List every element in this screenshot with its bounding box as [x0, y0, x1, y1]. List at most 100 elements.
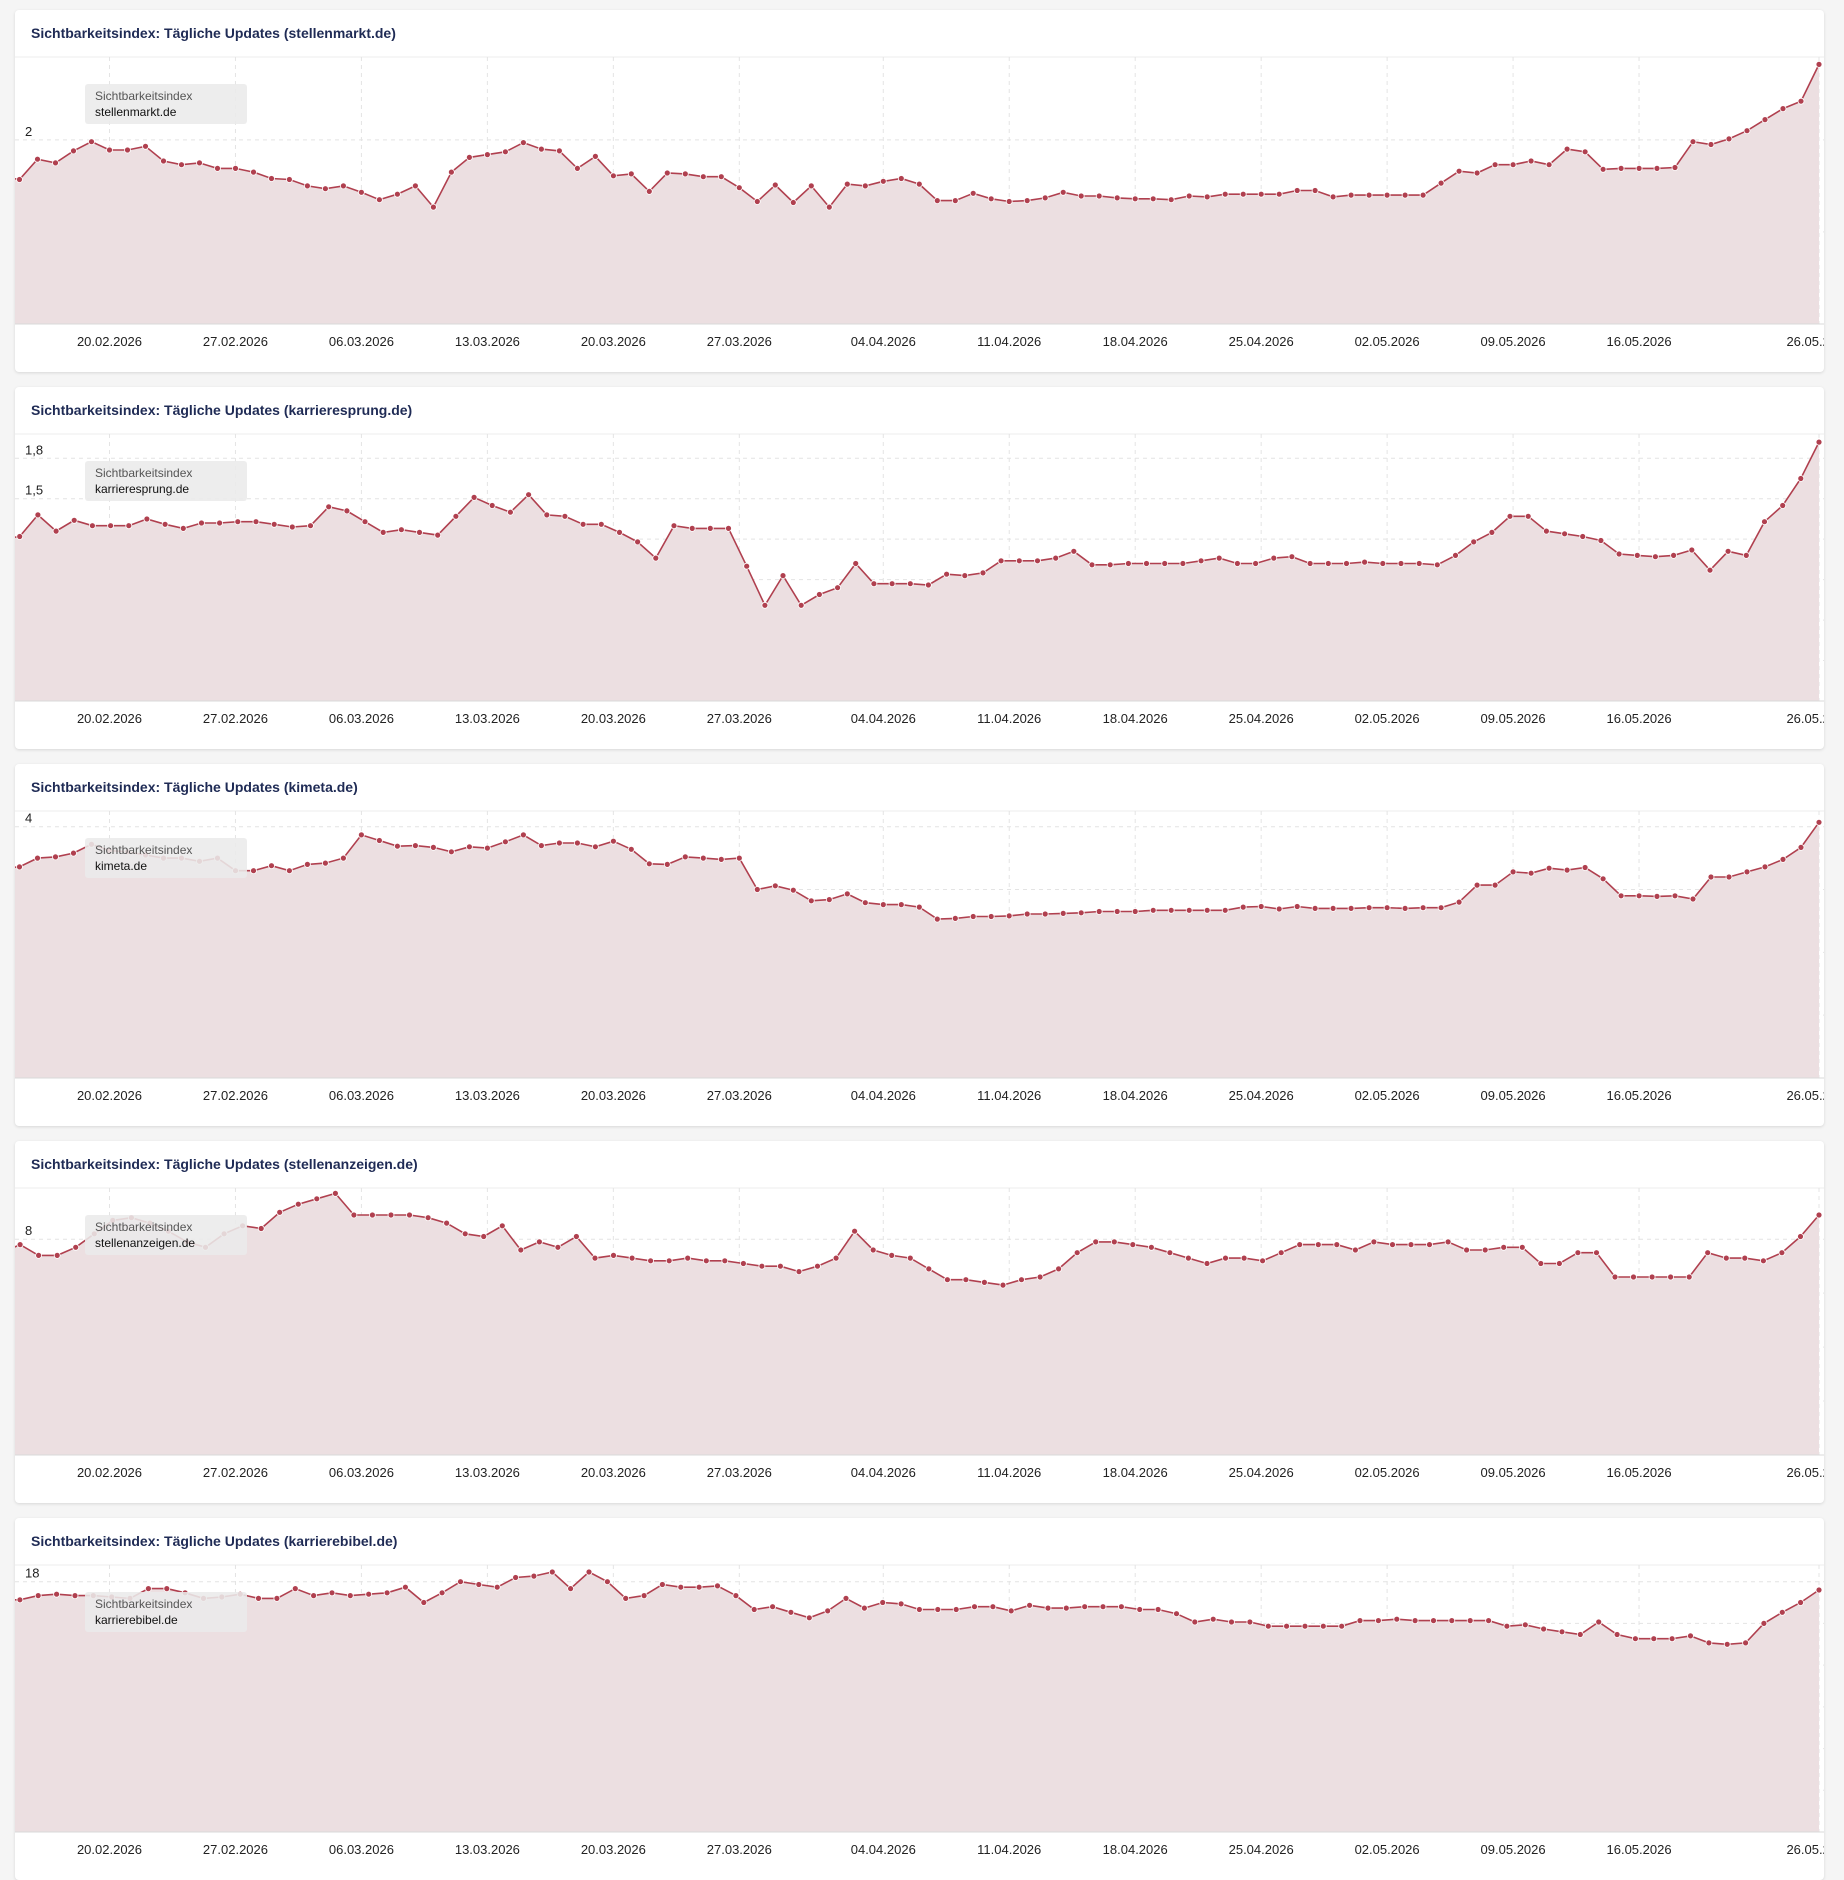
data-point: [597, 520, 605, 528]
chart-title: Sichtbarkeitsindex: Tägliche Updates (st…: [31, 25, 396, 41]
data-point: [1149, 906, 1157, 914]
data-point: [424, 1214, 432, 1222]
data-point: [1615, 550, 1623, 558]
data-point: [1059, 188, 1067, 196]
data-point: [797, 601, 805, 609]
data-point: [1329, 904, 1337, 912]
data-point: [1419, 904, 1427, 912]
data-point: [1259, 1257, 1266, 1265]
chart-card: Sichtbarkeitsindex: Tägliche Updates (st…: [15, 10, 1824, 372]
x-tick-label: 27.03.2026: [707, 1842, 772, 1857]
data-point: [1581, 148, 1589, 156]
data-point: [1617, 892, 1625, 900]
data-point: [1685, 1273, 1693, 1281]
data-point: [178, 161, 185, 169]
x-tick-label: 27.03.2026: [707, 1465, 772, 1480]
data-point: [1509, 868, 1517, 876]
data-point: [952, 1606, 960, 1613]
data-point: [573, 1233, 580, 1240]
chart-area[interactable]: 123420.02.202627.02.202606.03.202613.03.…: [15, 764, 1824, 1126]
data-point: [1365, 191, 1373, 199]
data-point: [1149, 195, 1157, 203]
data-point: [1041, 910, 1049, 918]
y-tick-label: 2: [25, 124, 32, 139]
data-point: [517, 1246, 525, 1254]
data-point: [1407, 1241, 1415, 1248]
data-point: [684, 1254, 692, 1262]
x-tick-label: 16.05.2026: [1607, 1465, 1672, 1480]
data-point: [1689, 895, 1697, 903]
x-tick-label: 20.03.2026: [581, 1088, 646, 1103]
data-point: [1611, 1273, 1619, 1281]
chart-area[interactable]: 36912151820.02.202627.02.202606.03.20261…: [15, 1518, 1824, 1880]
data-point: [1264, 1622, 1272, 1630]
data-point: [525, 491, 532, 499]
x-tick-label: 11.04.2026: [977, 1465, 1041, 1480]
x-tick-label: 18.04.2026: [1103, 1465, 1168, 1480]
chart-area[interactable]: 246820.02.202627.02.202606.03.202613.03.…: [15, 1141, 1824, 1503]
data-point: [393, 190, 401, 198]
data-point: [1095, 192, 1103, 200]
x-tick-label: 20.02.2026: [77, 1842, 142, 1857]
data-point: [35, 1252, 43, 1259]
data-point: [951, 914, 959, 922]
data-point: [934, 1606, 942, 1613]
data-point: [1543, 527, 1550, 535]
data-point: [1652, 553, 1659, 561]
data-point: [420, 1599, 428, 1606]
data-point: [897, 1600, 905, 1608]
data-point: [1670, 551, 1677, 559]
data-point: [530, 1572, 538, 1580]
data-point: [89, 522, 96, 530]
data-point: [1650, 1635, 1658, 1643]
data-point: [1018, 1276, 1025, 1284]
data-point: [1088, 561, 1096, 569]
data-point: [250, 168, 257, 176]
data-point: [1095, 908, 1103, 915]
data-point: [1221, 190, 1229, 198]
data-point: [717, 856, 725, 863]
data-point: [1687, 1632, 1694, 1640]
data-point: [1742, 551, 1750, 559]
data-point: [592, 152, 599, 160]
data-point: [1143, 560, 1150, 567]
data-point: [501, 838, 509, 846]
data-point: [1579, 533, 1587, 540]
data-point: [350, 1211, 358, 1219]
x-tick-label: 20.02.2026: [77, 334, 142, 349]
x-tick-label: 09.05.2026: [1481, 711, 1546, 726]
data-point: [943, 570, 950, 578]
data-point: [743, 562, 751, 570]
data-point: [475, 1581, 483, 1588]
data-point: [1167, 906, 1175, 914]
legend: Sichtbarkeitsindex stellenmarkt.de: [85, 84, 247, 124]
x-tick-label: 26.05.2026: [1786, 334, 1824, 349]
data-point: [1509, 161, 1517, 169]
data-point: [1779, 502, 1787, 509]
data-point: [1545, 864, 1553, 872]
data-point: [1648, 1273, 1656, 1281]
data-point: [216, 519, 224, 527]
data-point: [554, 1243, 562, 1251]
data-point: [1365, 904, 1373, 912]
x-tick-label: 18.04.2026: [1103, 334, 1168, 349]
data-point: [1455, 898, 1463, 906]
data-point: [1527, 157, 1535, 165]
data-point: [740, 1260, 747, 1267]
data-point: [1301, 1622, 1309, 1630]
data-point: [1197, 557, 1205, 565]
data-point: [1221, 906, 1229, 914]
data-point: [72, 1243, 80, 1251]
chart-area[interactable]: 0,30,60,91,21,51,820.02.202627.02.202606…: [15, 387, 1824, 749]
chart-area[interactable]: 1220.02.202627.02.202606.03.202613.03.20…: [15, 10, 1824, 372]
data-point: [1723, 1640, 1731, 1648]
data-point: [1125, 560, 1132, 567]
x-tick-label: 20.03.2026: [581, 334, 646, 349]
data-point: [1671, 164, 1679, 171]
data-point: [512, 1574, 520, 1581]
x-tick-label: 27.03.2026: [707, 711, 772, 726]
x-tick-label: 09.05.2026: [1481, 1465, 1546, 1480]
data-point: [1633, 551, 1641, 559]
data-point: [861, 182, 869, 190]
data-point: [368, 1211, 376, 1219]
